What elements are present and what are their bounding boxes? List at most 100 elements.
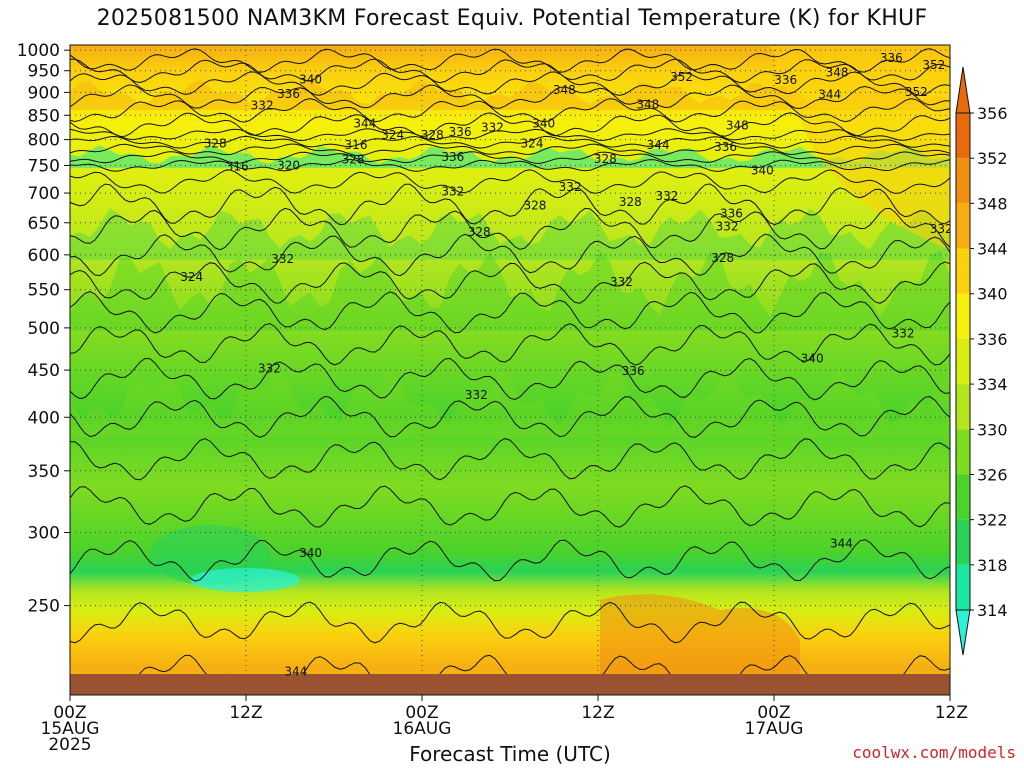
contour-line [70,112,950,138]
contour-label: 328 [711,251,734,265]
contour-label: 316 [345,138,368,152]
contour-label: 344 [353,116,376,130]
contour-line [70,71,950,97]
contour-label: 348 [636,98,659,112]
contour-line [70,438,950,481]
contour-label: 352 [922,58,945,72]
contour-label: 344 [647,138,670,152]
colorbar-tick-label: 318 [977,556,1008,575]
contour-line [70,261,950,304]
contour-label: 336 [622,364,645,378]
y-tick-label: 300 [28,524,60,544]
colorbar-tick-label: 322 [977,511,1008,530]
colorbar-tick-label: 352 [977,149,1008,168]
contour-label: 336 [720,207,743,221]
contour-line [70,291,950,334]
contour-line [70,169,950,195]
chart-title: 2025081500 NAM3KM Forecast Equiv. Potent… [96,6,928,31]
colorbar-segment [956,338,970,385]
plot-area: 3443403443323323363403323243323283323283… [70,45,953,695]
y-tick-label: 900 [28,83,60,103]
contour-label: 352 [905,85,928,99]
colorbar-segment [956,474,970,520]
contour-label: 320 [277,158,300,172]
x-tick-label: 16AUG [393,719,452,739]
colorbar: 356 352 348 344 340 336 334 330 326 322 318 314 [955,66,1008,656]
contour-line [70,485,950,528]
contour-label: 316 [226,160,249,174]
contour-label: 352 [670,70,693,84]
colorbar-tick-label: 334 [977,375,1008,394]
contour-label: 332 [655,189,678,203]
warm-region [770,45,950,250]
contour-label: 344 [830,536,853,550]
colorbar-tick-label: 326 [977,465,1008,484]
y-tick-label: 850 [28,106,60,126]
x-tick-label: 12Z [935,703,968,723]
contour-label: 332 [441,184,464,198]
contour-label: 336 [449,125,472,139]
contour-label: 328 [594,152,617,166]
colorbar-segment [956,203,970,249]
contour-line [70,395,950,438]
contour-label: 332 [559,180,582,194]
y-tick-label: 450 [28,361,60,381]
contour-line [70,158,950,172]
contour-label: 328 [523,198,546,212]
contour-label: 332 [716,219,739,233]
contour-line [70,58,950,84]
x-tick-label: 12Z [229,703,262,723]
x-tick-label: 2025 [48,735,91,755]
colorbar-segment [956,429,970,475]
contour-label: 344 [284,665,307,679]
contour-label: 328 [619,195,642,209]
contour-label: 340 [299,546,322,560]
contour-line [70,48,950,73]
x-tick-label: 00Z [53,703,86,723]
contour-label: 332 [930,222,953,236]
y-tick-label: 550 [28,281,60,301]
colorbar-segment [956,293,970,339]
y-tick-label: 600 [28,246,60,266]
colorbar-segment [956,384,970,430]
y-tick-label: 700 [28,184,60,204]
field-band [70,208,950,260]
ground-surface [70,674,950,695]
colorbar-segment [956,564,970,610]
source-credit[interactable]: coolwx.com/models [852,743,1016,762]
colorbar-segment [956,519,970,565]
contour-label: 348 [553,83,576,97]
contour-label: 336 [441,150,464,164]
colorbar-tick-label: 340 [977,285,1008,304]
contour-line [70,323,950,366]
contour-label: 348 [726,118,749,132]
y-tick-label: 650 [28,214,60,234]
x-tick-label: 12Z [581,703,614,723]
field-band [70,250,950,331]
colorbar-frame [955,112,971,611]
contour-label: 328 [421,128,444,142]
colorbar-tick-label: 348 [977,194,1008,213]
contour-label: 340 [801,352,824,366]
contour-labels: 3443403443323323363403323243323283323283… [180,51,953,679]
moist-pocket [190,568,300,592]
colorbar-segment [956,248,970,294]
contour-label: 336 [277,87,300,101]
contour-line [70,207,950,251]
field-structures [70,45,950,674]
colorbar-tick-label: 344 [977,240,1008,259]
y-tick-label: 500 [28,319,60,339]
warm-blob [600,594,800,674]
gridlines [70,45,950,695]
contour-label: 332 [481,121,504,135]
contour-line [70,539,950,582]
field-band [70,145,950,169]
contour-line [70,143,950,157]
contour-label: 332 [892,327,915,341]
field-band [70,370,950,438]
contour-line [70,98,950,123]
contour-label: 336 [880,51,903,65]
colorbar-tick-label: 336 [977,330,1008,349]
